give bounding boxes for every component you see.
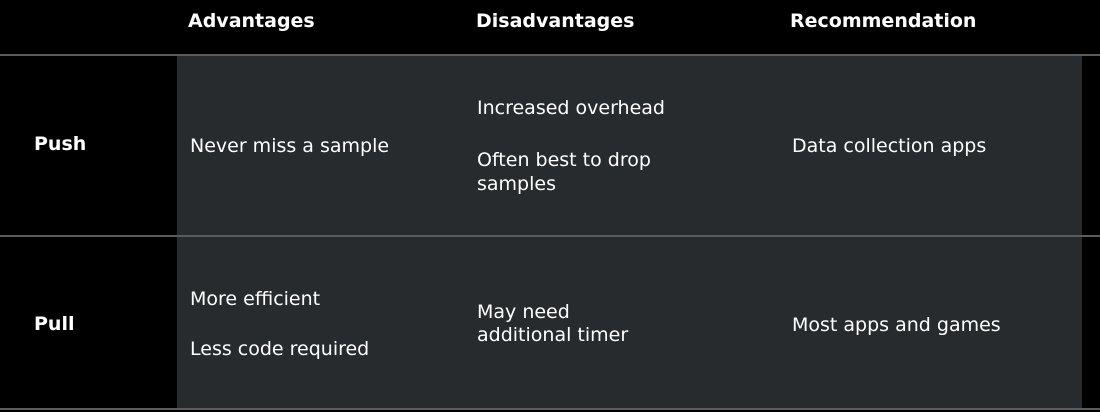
bottom-divider xyxy=(0,408,1100,410)
header-recommendation: Recommendation xyxy=(790,10,977,32)
pull-advantage-2: Less code required xyxy=(190,338,370,360)
row-label-cell: Push xyxy=(0,56,177,235)
pull-disadvantage-1: May need xyxy=(477,301,570,323)
header-disadvantages: Disadvantages xyxy=(476,10,635,32)
header-advantages: Advantages xyxy=(188,10,315,32)
pull-advantage-1: More efficient xyxy=(190,288,321,310)
row-label-push: Push xyxy=(34,133,87,155)
row-body-push xyxy=(177,56,1082,235)
push-advantage-1: Never miss a sample xyxy=(190,135,390,157)
header-divider xyxy=(0,54,1100,56)
push-disadvantage-3: samples xyxy=(477,173,556,195)
row-divider xyxy=(0,235,1100,237)
pull-disadvantage-2: additional timer xyxy=(477,324,629,346)
push-disadvantage-2: Often best to drop xyxy=(477,149,651,171)
push-recommendation: Data collection apps xyxy=(792,135,987,157)
table-row-pull: Pull More efficient Less code required M… xyxy=(0,237,1100,408)
row-label-pull: Pull xyxy=(34,313,75,335)
pull-recommendation: Most apps and games xyxy=(792,314,1001,336)
row-label-cell: Pull xyxy=(0,237,177,408)
push-disadvantage-1: Increased overhead xyxy=(477,97,665,119)
table-row-push: Push Never miss a sample Increased overh… xyxy=(0,56,1100,235)
table-header: Advantages Disadvantages Recommendation xyxy=(0,0,1100,55)
row-body-pull xyxy=(177,237,1082,408)
